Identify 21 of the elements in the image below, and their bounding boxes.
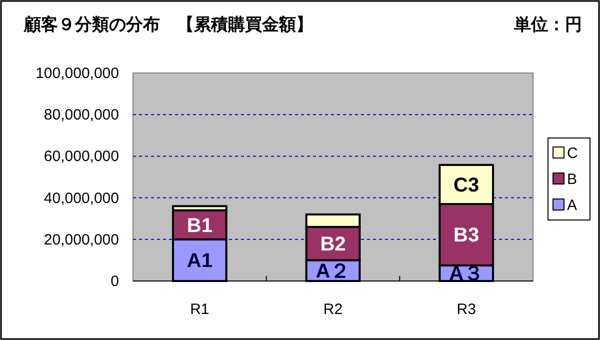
legend-label: A	[567, 197, 578, 214]
legend-label: B	[567, 171, 578, 188]
data-label: A３	[449, 263, 484, 286]
chart-title: 顧客９分類の分布 【累積購買金額】	[23, 15, 313, 34]
data-label: B3	[454, 224, 480, 247]
x-tick-label: R1	[190, 301, 210, 318]
data-label: B2	[320, 234, 346, 256]
y-tick-label: 0	[110, 273, 119, 290]
y-tick-label: 40,000,000	[44, 190, 119, 207]
legend-label: C	[567, 145, 578, 162]
y-tick-label: 80,000,000	[44, 106, 119, 124]
y-tick-label: 100,000,000	[36, 65, 119, 82]
data-label: C3	[454, 174, 480, 196]
data-label: B1	[186, 214, 212, 237]
text: 単位：円	[513, 15, 582, 34]
y-tick-label: 20,000,000	[44, 231, 119, 248]
data-label: A２	[316, 260, 350, 283]
data-label: A1	[186, 250, 212, 272]
y-tick-label: 60,000,000	[44, 148, 119, 166]
x-tick-label: R2	[323, 301, 343, 318]
x-tick-label: R3	[456, 301, 476, 318]
